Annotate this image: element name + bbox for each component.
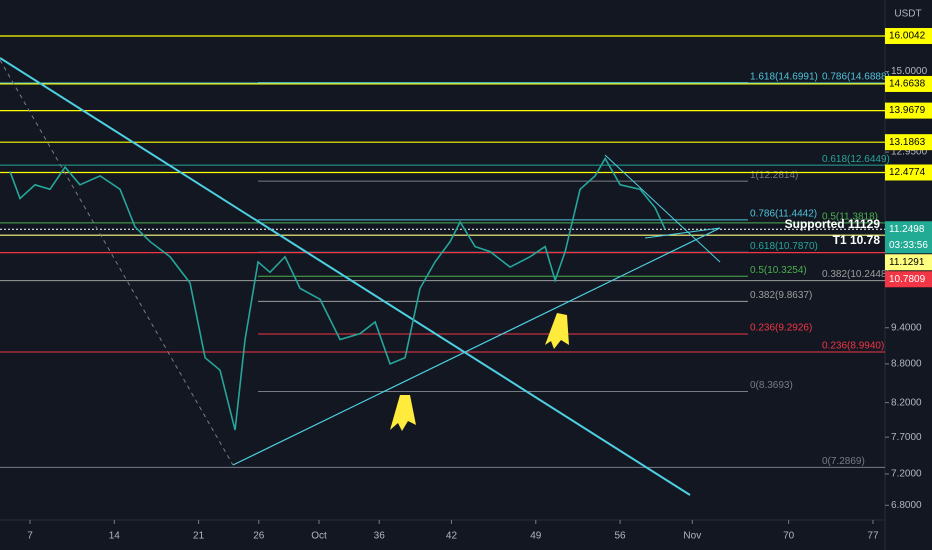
fib-label: 0.618(10.7870) — [750, 241, 818, 252]
fib-label: 0.618(12.6449) — [822, 154, 890, 165]
fib-label: 0.786(14.6888) — [822, 72, 890, 83]
price-box-label: 13.9679 — [889, 105, 926, 116]
price-line — [9, 156, 666, 431]
x-tick-label: 42 — [446, 531, 458, 542]
price-box-label: 11.1291 — [889, 257, 925, 268]
price-box-label: 13.1863 — [889, 137, 926, 148]
x-tick-label: 14 — [109, 531, 121, 542]
y-tick-label: 9.4000 — [891, 322, 922, 333]
x-tick-label: 77 — [867, 531, 879, 542]
annotation: Supported 11129 — [785, 217, 881, 231]
price-box — [885, 254, 932, 271]
fib-label: 0.5(11.3818) — [822, 212, 878, 223]
dashed-trendline — [0, 59, 234, 466]
price-box-label: 16.0042 — [889, 31, 926, 42]
fib-label: 1.618(14.6991) — [750, 71, 818, 82]
countdown-label: 03:33:56 — [889, 240, 928, 251]
fib-label: 0.236(9.2926) — [750, 323, 812, 334]
x-tick-label: 49 — [530, 531, 542, 542]
x-tick-label: 26 — [253, 531, 265, 542]
price-box-label: 14.6638 — [889, 79, 926, 90]
price-box — [885, 221, 932, 254]
x-tick-label: 21 — [193, 531, 205, 542]
down-trendline — [0, 57, 691, 496]
x-tick-label: 56 — [615, 531, 627, 542]
fib-label: 0.786(11.4442) — [750, 209, 817, 220]
x-tick-label: 70 — [783, 531, 795, 542]
unit-label: USDT — [894, 9, 921, 20]
fib-label: 1(12.2814) — [750, 170, 798, 181]
x-tick-label: Oct — [311, 531, 327, 542]
price-box — [885, 75, 932, 92]
y-tick-label: 8.8000 — [891, 359, 922, 370]
price-box — [885, 27, 932, 44]
fib-label: 0.382(10.2448) — [822, 269, 890, 280]
x-tick-label: 7 — [27, 531, 33, 542]
y-tick-label: 7.2000 — [891, 469, 922, 480]
y-tick-label: 12.9500 — [891, 147, 928, 158]
price-box — [885, 102, 932, 119]
series — [9, 156, 666, 431]
x-tick-label: 36 — [374, 531, 386, 542]
price-box-label: 12.4774 — [889, 167, 926, 178]
fib-label: 0.382(9.8637) — [750, 290, 812, 301]
levels: 1.618(14.6991) 1(12.2814) 0.786(11.4442) 0.… — [0, 35, 890, 468]
up-trendline — [232, 227, 721, 466]
price-box-label: 11.2498 — [889, 224, 925, 235]
annotation: T1 10.78 — [833, 233, 881, 247]
y-tick-label: 6.8000 — [891, 500, 922, 511]
axis: 15.0000 12.9500 9.4000 8.8000 8.2000 7.7000 7.… — [27, 27, 932, 542]
wedge-line — [604, 154, 721, 263]
x-tick-label: Nov — [683, 531, 701, 542]
price-box — [885, 134, 932, 151]
rocket-icon — [390, 395, 416, 431]
y-tick-label: 7.7000 — [891, 432, 922, 443]
fib-label: 0.5(10.3254) — [750, 265, 807, 276]
fib-label: 0(8.3693) — [750, 380, 793, 391]
price-box-label: 10.7809 — [889, 274, 926, 285]
rocket-icon — [545, 313, 569, 349]
fib-label: 0.236(8.9940) — [822, 341, 884, 352]
drawings — [0, 57, 721, 496]
price-box — [885, 164, 932, 181]
wedge-line — [644, 227, 721, 239]
y-tick-label: 8.2000 — [891, 397, 922, 408]
price-box — [885, 271, 932, 288]
fib-label: 0(7.2869) — [822, 456, 865, 467]
y-tick-label: 15.0000 — [891, 66, 928, 77]
